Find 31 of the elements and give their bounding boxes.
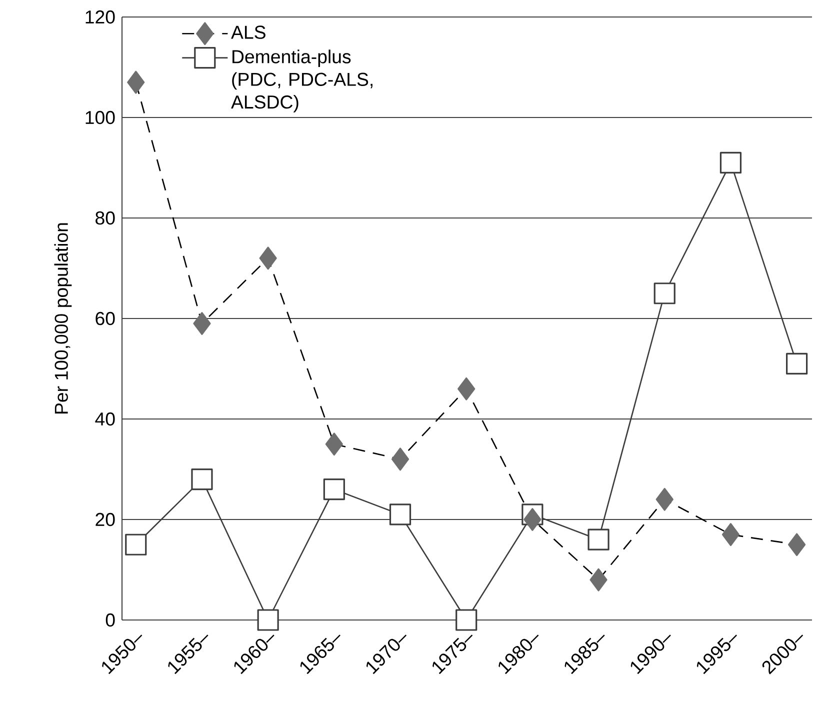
y-tick-label: 20 [96,512,115,526]
point [391,448,410,471]
point [193,312,211,335]
y-axis-title: Per 100,000 population [54,223,72,414]
y-tick-label: 0 [106,613,115,627]
point [191,468,213,490]
legend-label: ALS [231,26,266,39]
point [259,246,277,270]
point [125,534,147,556]
y-tick-label: 60 [96,312,115,326]
point [654,282,676,304]
legend-label: Dementia-plus (PDC, PDC-ALS, ALSDC) [231,50,372,112]
point [524,508,542,531]
point [127,70,145,94]
point [590,568,608,592]
point [323,478,345,500]
point [788,533,806,556]
point [656,488,674,511]
y-tick-label: 40 [95,412,115,426]
point [456,609,478,631]
point [786,352,808,375]
point [720,152,742,174]
y-tick-label: 100 [86,110,115,124]
point [588,528,610,550]
point [257,609,279,631]
point [389,504,412,526]
y-tick-label: 80 [96,211,115,225]
y-tick-label: 120 [86,10,115,24]
point [325,432,343,456]
point [458,377,476,400]
point [722,523,740,546]
